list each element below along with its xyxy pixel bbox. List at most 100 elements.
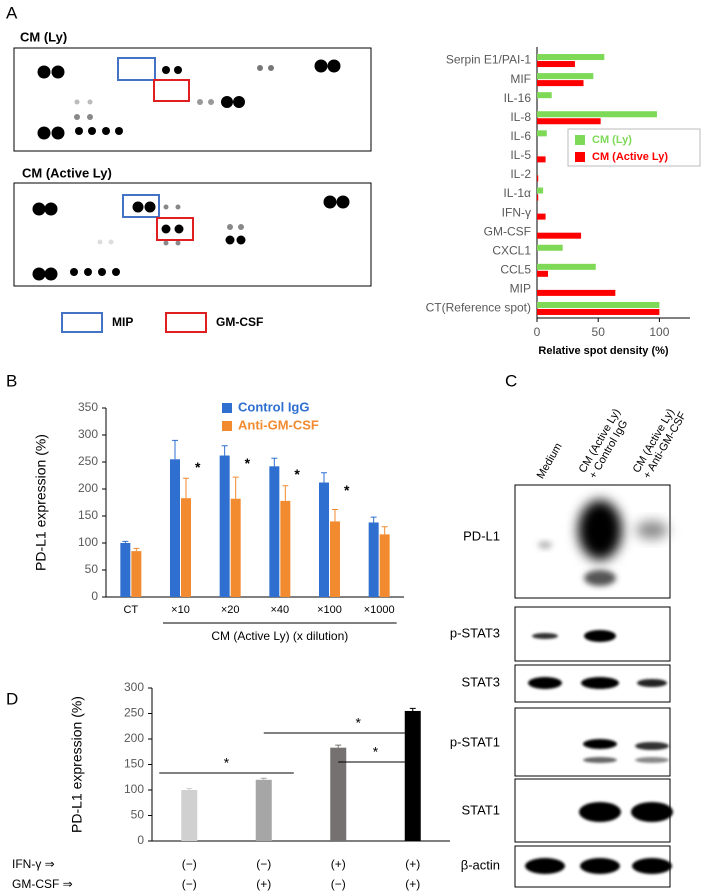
legend-label: MIP	[112, 315, 133, 329]
bar	[537, 175, 539, 182]
mip-box	[122, 194, 160, 218]
x-tick-label: ×40	[270, 604, 289, 616]
error-bar	[381, 526, 388, 535]
spots	[37, 59, 341, 140]
y-tick-label: 100	[78, 535, 98, 549]
dot-blot: CM (Ly) CM (Active Ly)	[13, 29, 372, 333]
y-tick-label: 50	[85, 562, 99, 576]
condition-value: (+)	[405, 857, 420, 871]
significance-mark: *	[356, 715, 362, 731]
bar	[537, 73, 594, 80]
condition-value: (+)	[331, 857, 346, 871]
y-tick-label: 50	[131, 808, 145, 822]
legend-swatch	[222, 421, 232, 431]
legend-label: GM-CSF	[216, 315, 263, 329]
bar	[181, 790, 198, 841]
y-tick-label: IL-2	[510, 167, 531, 181]
error-bar	[186, 787, 193, 790]
bar	[131, 551, 142, 597]
x-axis-label: CM (Active Ly) (x dilution)	[211, 629, 348, 643]
bar	[537, 308, 660, 315]
x-tick-label: 0	[534, 325, 541, 339]
condition-label: IFN-γ ⇒	[12, 857, 55, 871]
y-tick-label: 150	[78, 508, 98, 522]
error-bar	[370, 516, 377, 523]
significance-mark: *	[224, 755, 230, 771]
y-tick-label: 250	[124, 706, 144, 720]
bar	[537, 111, 657, 118]
y-axis-label: PD-L1 expression (%)	[69, 696, 85, 833]
bar	[537, 301, 660, 308]
significance-mark: *	[245, 455, 251, 471]
y-tick-label: GM-CSF	[484, 224, 531, 238]
condition-value: (−)	[256, 857, 271, 871]
bar	[368, 522, 379, 597]
bar	[120, 543, 131, 597]
x-tick-label: ×1000	[364, 604, 395, 616]
bar	[537, 289, 616, 296]
y-tick-label: IL-6	[510, 129, 531, 143]
bar	[280, 500, 291, 597]
bar	[537, 54, 605, 61]
mip-box	[117, 57, 156, 81]
legend-label: CM (Ly)	[592, 134, 632, 146]
y-tick-label: 200	[78, 481, 98, 495]
bar	[230, 498, 241, 597]
bar	[537, 92, 552, 99]
spots	[32, 195, 350, 281]
y-tick-label: 250	[78, 454, 98, 468]
y-tick-label: CCL5	[500, 262, 531, 276]
western-blot: Medium CM (Active Ly)+ Control IgG CM (A…	[450, 407, 689, 888]
error-bar	[332, 509, 338, 522]
blot-row-label: PD-L1	[463, 528, 500, 543]
legend-label: Control IgG	[238, 399, 310, 414]
panel-letter: C	[505, 371, 517, 390]
y-axis-label: PD-L1 expression (%)	[33, 434, 49, 571]
panel-letter: A	[6, 3, 18, 22]
significance-mark: *	[373, 744, 379, 760]
bar	[537, 156, 546, 163]
bar	[330, 521, 340, 597]
blot-row-label: p-STAT3	[450, 625, 500, 640]
error-bar	[271, 457, 278, 467]
blot-bands	[525, 500, 673, 874]
x-tick-label: CT	[123, 604, 138, 616]
legend-label: Anti-GM-CSF	[238, 417, 319, 432]
bar	[330, 747, 347, 841]
gm-csf-box	[153, 79, 190, 102]
x-tick-label: ×10	[171, 604, 190, 616]
y-tick-label: 300	[78, 427, 98, 441]
lane-label: Medium	[535, 441, 565, 481]
y-tick-label: MIP	[510, 282, 531, 296]
bar	[537, 232, 582, 239]
x-tick-label: ×20	[221, 604, 240, 616]
bar	[537, 130, 547, 137]
y-tick-label: 200	[124, 731, 144, 745]
error-bar	[321, 472, 327, 483]
y-tick-label: CXCL1	[492, 243, 531, 257]
bar	[219, 455, 230, 597]
error-bar	[133, 547, 140, 552]
error-bar	[260, 777, 267, 780]
legend-swatch	[575, 135, 585, 145]
bar	[537, 213, 546, 220]
x-axis-label: Relative spot density (%)	[538, 345, 669, 357]
y-tick-label: 0	[91, 589, 98, 603]
bar	[537, 118, 601, 125]
error-bar	[282, 485, 289, 501]
error-bar	[221, 445, 228, 456]
condition-value: (−)	[331, 877, 346, 891]
bar	[170, 459, 180, 597]
legend-box	[567, 128, 701, 167]
legend-label: CM (Active Ly)	[592, 151, 668, 163]
array-frame	[13, 47, 372, 152]
bar	[537, 244, 563, 251]
y-tick-label: 300	[124, 680, 144, 694]
array-label: CM (Ly)	[20, 29, 67, 44]
y-tick-label: 350	[78, 400, 98, 414]
bar	[269, 466, 280, 597]
error-bar	[183, 477, 189, 499]
significance-mark: *	[195, 459, 201, 475]
condition-value: (−)	[182, 857, 197, 871]
